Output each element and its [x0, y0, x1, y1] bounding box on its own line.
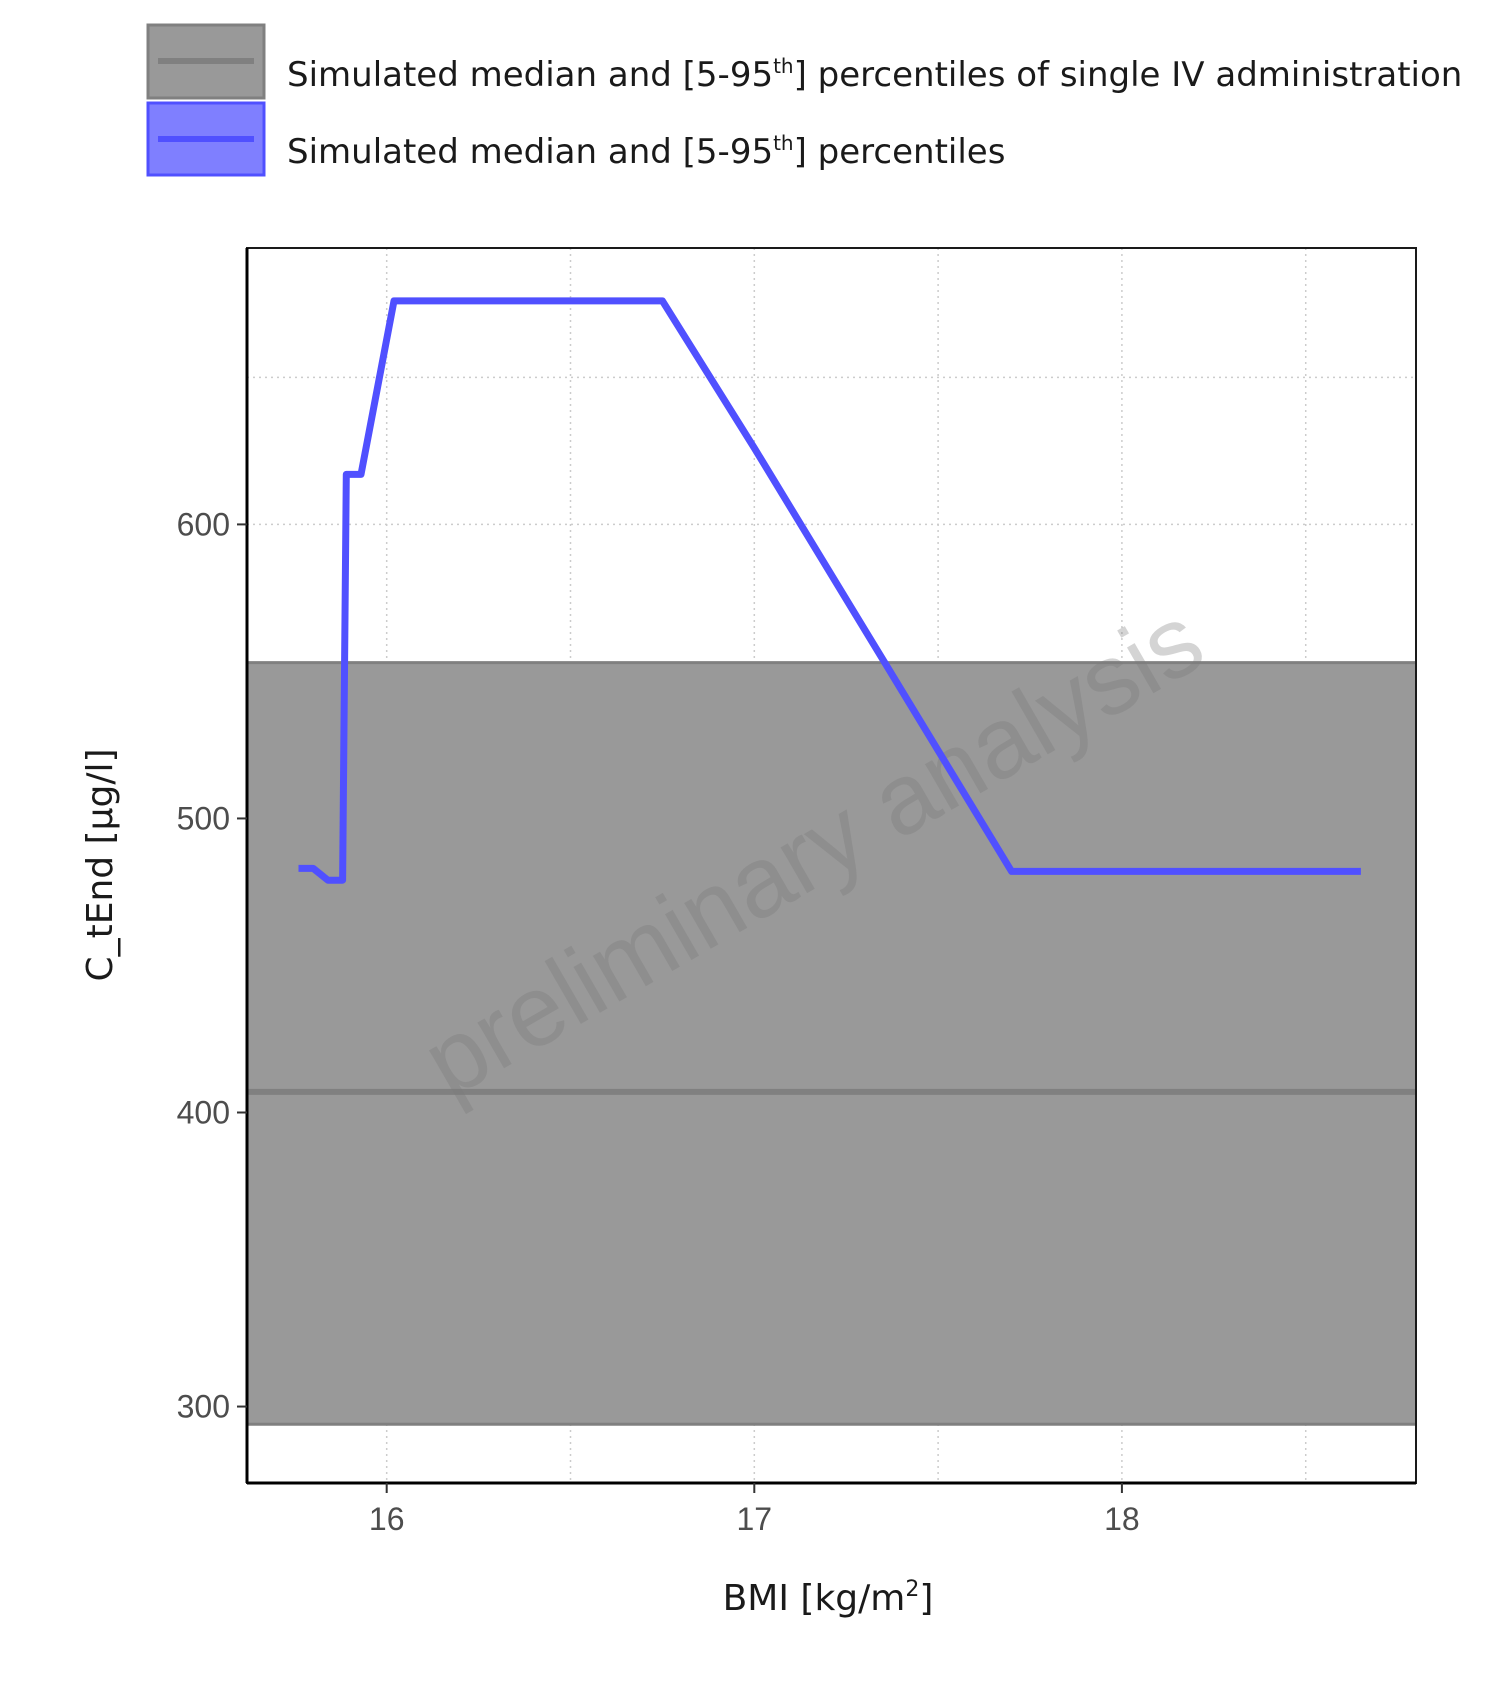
x-axis-title-end: ]	[919, 1578, 933, 1619]
y-tick-label: 600	[177, 506, 230, 542]
y-tick-label: 500	[177, 800, 230, 836]
legend: Simulated median and [5-95th] percentile…	[146, 23, 1462, 177]
plot-area: preliminary analysis	[245, 247, 1417, 1485]
legend-label-series: Simulated median and [5-95th] percentile…	[287, 131, 1005, 172]
legend-label-series-sup: th	[773, 131, 794, 155]
y-tick-label: 300	[177, 1389, 230, 1425]
legend-label-reference-sup: th	[773, 54, 794, 78]
x-axis-ticks: 16 17 18	[369, 1483, 1140, 1537]
x-tick-label: 16	[369, 1501, 405, 1537]
series-line-median	[298, 297, 1361, 884]
y-tick-label: 400	[177, 1095, 230, 1131]
x-axis-title-main: BMI [kg/m	[723, 1578, 906, 1619]
x-axis-title: BMI [kg/m2]	[723, 1577, 934, 1619]
y-axis-title: C_tEnd [µg/l]	[80, 748, 121, 981]
legend-label-reference: Simulated median and [5-95th] percentile…	[287, 54, 1462, 95]
x-tick-label: 17	[737, 1501, 773, 1537]
legend-label-reference-post: ] percentiles of single IV administratio…	[794, 55, 1463, 95]
legend-label-series-pre: Simulated median and [5-95	[287, 132, 773, 172]
x-axis-title-sup: 2	[905, 1577, 919, 1602]
series-layer	[298, 297, 1361, 884]
x-tick-label: 18	[1104, 1501, 1140, 1537]
legend-label-series-post: ] percentiles	[794, 132, 1006, 172]
y-axis-ticks: 300 400 500 600	[177, 506, 247, 1425]
legend-label-reference-pre: Simulated median and [5-95	[287, 55, 773, 95]
reference-band-area	[247, 662, 1416, 1425]
reference-band	[247, 661, 1416, 1426]
